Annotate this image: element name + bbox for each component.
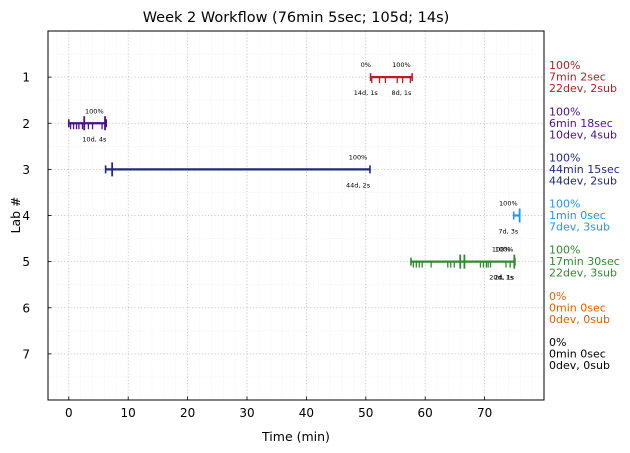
summary-line: 100% [549, 105, 580, 118]
summary-line: 7min 2sec [549, 71, 606, 84]
summary-line: 0% [549, 290, 566, 303]
summary-line: 0dev, 0sub [549, 313, 610, 326]
x-tick-label: 10 [121, 406, 136, 420]
y-axis-label: Lab # [8, 196, 23, 233]
summary-line: 22dev, 2sub [549, 82, 617, 95]
count-annotation: 20d, 1s [489, 274, 514, 282]
summary-line: 100% [549, 59, 580, 72]
summary-line: 7dev, 3sub [549, 221, 610, 234]
x-tick-label: 0 [65, 406, 73, 420]
x-tick-label: 70 [477, 406, 492, 420]
lab-4-timeline: 100% 7d, 3s [498, 200, 521, 236]
y-tick-label: 1 [22, 71, 30, 85]
count-annotation: 10d, 4s [82, 135, 107, 143]
summary-line: 0min 0sec [549, 347, 606, 360]
x-tick-label: 20 [180, 406, 195, 420]
count-annotation: 44d, 2s [346, 181, 371, 189]
completion-annotation: 100% [349, 153, 368, 161]
summary-line: 100% [549, 198, 580, 211]
summary-line: 0min 0sec [549, 301, 606, 314]
completion-annotation: 100% [392, 61, 411, 69]
y-tick-label: 2 [22, 117, 30, 131]
summary-line: 0dev, 0sub [549, 359, 610, 372]
completion-annotation: 100% [495, 246, 514, 254]
y-tick-label: 5 [22, 255, 30, 269]
summary-line: 0% [549, 336, 566, 349]
x-tick-label: 50 [358, 406, 373, 420]
completion-annotation: 100% [85, 107, 104, 115]
summary-line: 100% [549, 151, 580, 164]
axes: 0 10 20 30 40 50 60 70 1 2 3 4 5 6 7 [22, 71, 492, 420]
y-tick-label: 4 [22, 209, 30, 223]
summary-line: 100% [549, 244, 580, 257]
count-annotation: 2d, 1s [494, 274, 515, 282]
summary-line: 17min 30sec [549, 255, 620, 268]
completion-annotation: 0% [361, 61, 371, 69]
summary-line: 1min 0sec [549, 209, 606, 222]
x-tick-label: 30 [239, 406, 254, 420]
summary-line: 44dev, 2sub [549, 174, 617, 187]
count-annotation: 8d, 1s [391, 89, 412, 97]
summary-line: 10dev, 4sub [549, 128, 617, 141]
summary-line: 6min 18sec [549, 117, 613, 130]
completion-annotation: 100% [499, 200, 518, 208]
chart-title: Week 2 Workflow (76min 5sec; 105d; 14s) [143, 10, 450, 26]
lab-2-timeline: 100% 10d, 4s [67, 107, 108, 143]
completion-annotation: 100% [492, 246, 511, 254]
count-annotation: 14d, 1s [354, 89, 379, 97]
y-tick-label: 7 [22, 347, 30, 361]
summary-line: 44min 15sec [549, 163, 620, 176]
lab-3-timeline: 100% 44d, 2s [104, 153, 371, 189]
summary-line: 22dev, 3sub [549, 267, 617, 280]
count-annotation: 7d, 3s [498, 228, 519, 236]
y-tick-label: 3 [22, 163, 30, 177]
y-tick-label: 6 [22, 301, 30, 315]
plot-data: 0% 14d, 1s 100% 8d, 1s 100% 10d, 4s 100% 44d, 2… [67, 61, 521, 282]
x-tick-label: 60 [418, 406, 433, 420]
x-axis-label: Time (min) [261, 429, 330, 444]
grid [48, 31, 544, 400]
x-tick-label: 40 [299, 406, 314, 420]
lab-1-timeline: 0% 14d, 1s 100% 8d, 1s [354, 61, 413, 97]
